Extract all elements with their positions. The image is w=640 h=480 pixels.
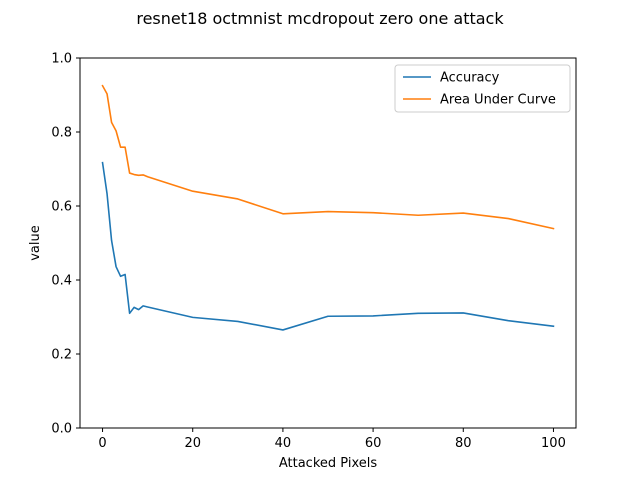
x-tick-label: 60 xyxy=(365,436,382,451)
x-tick-label: 0 xyxy=(98,436,106,451)
legend-label-accuracy: Accuracy xyxy=(440,71,500,86)
chart-title: resnet18 octmnist mcdropout zero one att… xyxy=(136,9,504,28)
y-tick-label: 1.0 xyxy=(51,52,72,67)
y-tick-label: 0.6 xyxy=(51,200,72,215)
x-tick-label: 40 xyxy=(275,436,292,451)
x-tick-label: 80 xyxy=(455,436,472,451)
y-tick-label: 0.8 xyxy=(51,126,72,141)
legend: Accuracy Area Under Curve xyxy=(394,64,571,113)
plot-area-frame xyxy=(79,57,577,429)
y-tick-label: 0.0 xyxy=(51,422,72,437)
x-tick-label: 20 xyxy=(184,436,201,451)
x-axis-title: Attacked Pixels xyxy=(279,456,377,471)
legend-label-area-under-curve: Area Under Curve xyxy=(440,93,556,108)
y-tick-label: 0.4 xyxy=(51,274,72,289)
plot-lines xyxy=(101,84,555,331)
series-line-area-under-curve xyxy=(101,84,555,230)
y-axis: 0.0 0.2 0.4 0.6 0.8 1.0 xyxy=(51,52,80,437)
x-axis: 0 20 40 60 80 100 xyxy=(98,428,566,451)
x-tick-label: 100 xyxy=(541,436,566,451)
series-line-accuracy xyxy=(101,161,555,331)
legend-box xyxy=(394,64,571,113)
y-axis-title: value xyxy=(28,225,43,261)
y-tick-label: 0.2 xyxy=(51,348,72,363)
